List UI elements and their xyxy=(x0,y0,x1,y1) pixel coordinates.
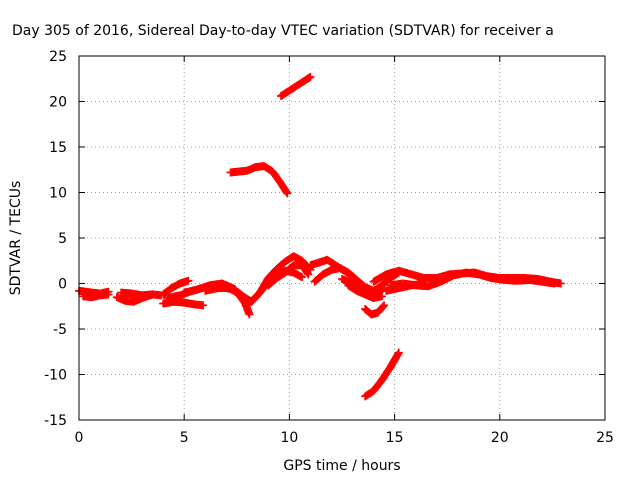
x-tick-label: 15 xyxy=(386,430,404,446)
data-series xyxy=(264,261,313,290)
data-series xyxy=(361,348,403,401)
data-series xyxy=(117,288,157,300)
data-series xyxy=(159,297,208,310)
data-point xyxy=(420,279,429,288)
data-point xyxy=(245,310,254,319)
y-tick-label: 10 xyxy=(49,186,67,202)
data-series xyxy=(79,290,113,302)
y-axis-label: SDTVAR / TECUs xyxy=(8,181,24,296)
data-point xyxy=(550,279,559,288)
data-point xyxy=(394,348,403,357)
data-series xyxy=(226,162,292,198)
axis-ticks: 0 5 10 15 20 25 -15 -10 -5 0 5 10 15 20 25 xyxy=(44,49,614,446)
chart-title: Day 305 of 2016, Sidereal Day-to-day VTE… xyxy=(12,23,554,39)
data-series xyxy=(243,252,315,310)
data-series xyxy=(201,284,246,299)
data-series xyxy=(361,301,389,319)
data-point xyxy=(184,276,193,285)
x-tick-label: 5 xyxy=(180,430,189,446)
data-point xyxy=(148,290,157,299)
y-tick-label: 25 xyxy=(49,49,67,65)
data-point xyxy=(379,302,388,311)
x-tick-label: 10 xyxy=(280,430,298,446)
y-tick-label: -10 xyxy=(44,368,67,384)
data-point xyxy=(199,301,208,310)
data-series xyxy=(382,279,429,295)
data-point xyxy=(104,290,113,299)
y-tick-label: -5 xyxy=(53,322,67,338)
data-point xyxy=(377,292,386,301)
data-point xyxy=(298,273,307,282)
y-tick-label: -15 xyxy=(44,413,67,429)
y-tick-label: 20 xyxy=(49,95,67,111)
data-series xyxy=(276,72,315,101)
data-point xyxy=(237,290,246,299)
y-tick-label: 0 xyxy=(58,277,67,293)
x-tick-label: 0 xyxy=(75,430,84,446)
y-tick-label: 5 xyxy=(58,231,67,247)
x-tick-label: 25 xyxy=(596,430,614,446)
y-tick-label: 15 xyxy=(49,140,67,156)
data-series xyxy=(159,276,193,299)
x-axis-label: GPS time / hours xyxy=(283,458,400,474)
x-tick-label: 20 xyxy=(491,430,509,446)
data-point xyxy=(306,72,315,81)
data-series xyxy=(338,274,389,297)
data-point xyxy=(380,301,389,310)
grid-lines xyxy=(79,56,605,420)
plot-frame xyxy=(78,55,606,421)
data-point xyxy=(283,189,292,198)
data-point xyxy=(304,270,313,279)
data-marks xyxy=(75,72,565,401)
